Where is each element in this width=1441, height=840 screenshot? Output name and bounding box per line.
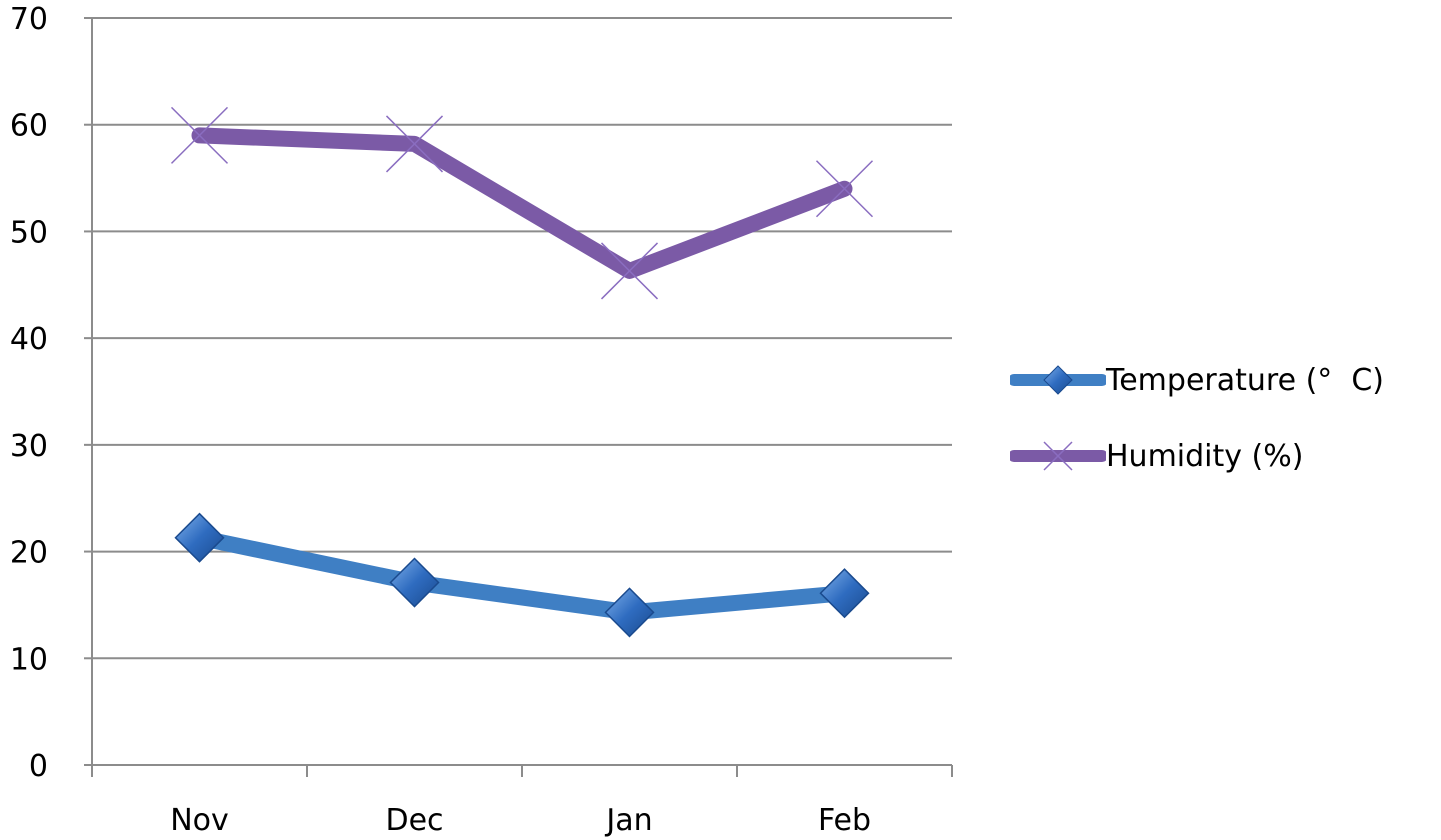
y-axis-tick-labels: 0 10 20 30 40 50 60 70 [10,2,48,784]
y-tick-label: 70 [10,2,48,37]
y-tick-label: 60 [10,109,48,144]
y-tick-label: 30 [10,429,48,464]
data-point [819,568,870,619]
legend: Temperature (° C) Humidity (%) [1010,360,1384,512]
data-point [600,242,659,300]
x-tick-label: Feb [818,803,871,838]
data-point [389,557,440,608]
y-tick-label: 20 [10,536,48,571]
data-point [385,115,444,173]
legend-item-temperature: Temperature (° C) [1010,360,1384,400]
legend-label-humidity: Humidity (%) [1106,438,1304,474]
y-tick-label: 50 [10,215,48,250]
legend-item-humidity: Humidity (%) [1010,436,1384,476]
x-tick-label: Nov [170,803,229,838]
x-tick-label: Jan [604,803,652,838]
x-axis-tick-labels: Nov Dec Jan Feb [170,803,871,838]
y-tick-label: 40 [10,322,48,357]
legend-label-temperature: Temperature (° C) [1106,362,1384,398]
data-point [174,512,225,563]
legend-swatch-humidity [1010,441,1106,471]
legend-swatch-temperature [1010,365,1106,395]
x-tick-label: Dec [385,803,443,838]
series-line-0 [191,529,853,621]
y-tick-label: 0 [29,749,48,784]
data-point [604,587,655,638]
y-tick-label: 10 [10,642,48,677]
data-point [170,106,229,164]
data-point [815,160,874,218]
series-line-1 [191,127,853,279]
axes [84,17,953,777]
series-lines [170,106,874,638]
